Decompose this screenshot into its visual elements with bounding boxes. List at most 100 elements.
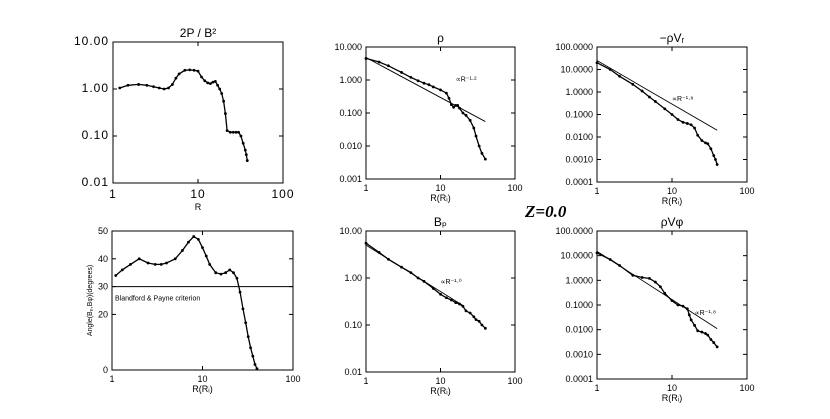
data-point [243,148,247,152]
chart-1: 1 10 100 10.00 1.00 0.10 0.01 2P / B² R [74,26,294,212]
data-point [447,96,451,100]
data-point [640,276,644,279]
x-tick-label: 10 [197,374,207,384]
x-tick-label: 100 [507,376,522,386]
data-point [209,82,212,86]
chart-2: 1 10 100 10.000 1.000 0.100 0.010 0.001 ρ R(Rᵢ) ∝R… [334,31,522,203]
data-point [480,323,484,327]
data-point [162,87,166,91]
y-tick-label: 0.10 [82,128,109,142]
y-tick-label: 50 [98,226,108,236]
data-point [241,141,245,145]
data-point [244,321,248,325]
data-point [213,80,217,83]
data-point [709,147,713,151]
data-point [681,120,685,124]
data-point [704,141,707,145]
data-point [241,307,245,311]
data-point [220,92,224,95]
x-tick-label: 1 [594,383,599,393]
data-point [439,292,442,296]
data-point [689,123,693,127]
data-point [126,83,130,87]
data-point [177,72,181,76]
y-tick-label: 10.0000 [560,251,593,261]
x-tick-label: 1 [363,183,368,193]
y-tick-label: 0.10 [344,320,362,330]
data-point [238,290,242,294]
data-point [631,82,635,86]
x-tick-label: 100 [739,383,754,393]
data-point [246,335,250,339]
data-point [181,249,184,252]
data-point [192,235,196,238]
data-point [364,241,368,245]
data-point [685,122,689,125]
data-point [468,118,472,122]
data-point [595,61,599,65]
fit-line [596,60,718,131]
data-point [431,85,435,89]
annotation: ∝R⁻¹·⁸ [695,310,716,317]
data-point [696,329,700,333]
data-curve [365,57,486,160]
data-point [203,79,207,83]
data-point [689,318,693,322]
fit-line [365,57,486,122]
data-point [159,262,163,266]
data-point [118,86,122,90]
x-axis-label: R(Rᵢ) [192,384,212,394]
chart-4: 1 10 100 50 40 30 20 0 R(Rᵢ) Angle(Bₚ,Bφ)(degrees… [87,226,301,394]
data-point [239,134,243,138]
data-point [173,257,177,261]
y-tick-label: 0.01 [344,367,362,377]
plot-frame [596,230,748,380]
chart-title: −ρVᵣ [660,31,685,45]
data-point [253,363,257,366]
data-point [444,91,448,95]
data-point [228,130,232,134]
data-point [483,157,487,161]
y-tick-label: 100.0000 [555,226,593,236]
data-point [183,68,187,72]
x-tick-label: 10 [435,183,445,193]
data-point [251,354,255,358]
y-tick-label: 0.001 [339,174,362,184]
data-point [200,75,203,79]
y-tick-label: 0.0100 [565,325,593,335]
data-point [461,304,465,308]
data-point [653,100,657,103]
data-point [472,315,476,319]
data-point [174,76,178,80]
data-curve [596,62,718,165]
y-tick-label: 10.000 [334,42,362,52]
data-point [618,74,621,78]
y-tick-label: 10.0000 [560,65,593,75]
data-point [474,134,478,138]
data-point [709,338,713,341]
x-tick-label: 10 [667,186,677,196]
data-point [225,129,229,133]
data-point [223,112,227,115]
data-point [422,81,426,85]
x-tick-label: 100 [285,374,300,384]
x-tick-label: 1 [594,186,599,196]
annotation: ∝R⁻¹·⁸ [672,96,693,103]
data-point [145,83,149,87]
data-point [696,133,700,137]
y-tick-label: 1.00 [344,273,362,283]
y-tick-label: 1.0000 [565,275,593,285]
data-point [232,271,235,275]
data-point [211,80,215,84]
plot-frame [112,41,284,184]
y-tick-label: 1.000 [339,75,362,85]
data-point [196,69,200,73]
x-axis-label: R(Rᵢ) [430,193,450,203]
y-tick-label: 30 [98,282,108,292]
x-tick-label: 10 [667,383,677,393]
data-curve [596,252,718,348]
data-point [165,261,168,265]
data-point [704,332,707,335]
data-point [706,333,710,337]
